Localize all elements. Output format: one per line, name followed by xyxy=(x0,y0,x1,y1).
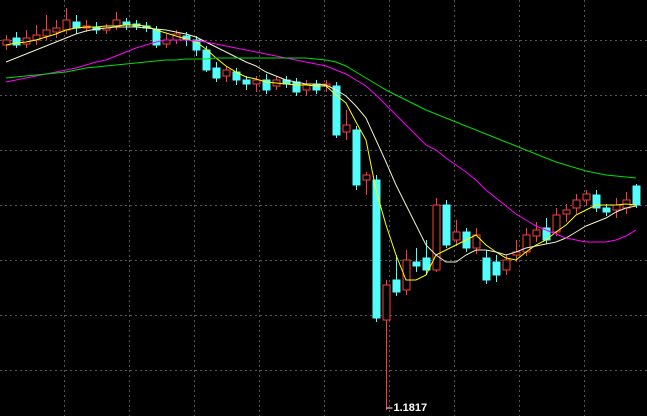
candle-body xyxy=(572,199,581,209)
candle-body xyxy=(582,193,591,201)
candle-body xyxy=(72,21,81,29)
candle-body xyxy=(332,85,341,136)
candle-body xyxy=(412,261,421,267)
candle-body xyxy=(42,29,51,37)
candle-body xyxy=(562,209,571,215)
candle-body xyxy=(212,67,221,79)
candle-body xyxy=(292,81,301,93)
candle-body xyxy=(602,207,611,213)
candle-body xyxy=(402,259,411,291)
candle-body xyxy=(592,194,601,209)
candle-body xyxy=(312,83,321,91)
vertical-grid xyxy=(64,0,585,416)
candle-body xyxy=(392,279,401,293)
candle-body xyxy=(372,179,381,319)
ma-line xyxy=(5,26,637,263)
candle-body xyxy=(632,185,641,206)
candle-body xyxy=(112,19,121,27)
candle-body xyxy=(62,19,71,31)
candle-body xyxy=(202,49,211,71)
candle-body xyxy=(242,79,251,85)
candle-body xyxy=(502,259,511,271)
candle-body xyxy=(382,284,391,321)
candle-body xyxy=(612,204,621,211)
candle-body xyxy=(262,79,271,91)
candle-body xyxy=(362,174,371,181)
candle-body xyxy=(352,129,361,186)
candle-body xyxy=(342,124,351,133)
low-label: 1.1817 xyxy=(394,402,428,414)
candle-body xyxy=(422,257,431,271)
candle-body xyxy=(452,231,461,241)
candle-body xyxy=(472,234,481,249)
candle-body xyxy=(432,204,441,271)
candle-body xyxy=(252,79,261,85)
candle-body xyxy=(482,257,491,281)
ma-line xyxy=(5,24,637,281)
candle-body xyxy=(222,69,231,77)
candle-body xyxy=(492,261,501,276)
ma-line xyxy=(5,57,637,179)
candle-body xyxy=(442,204,451,246)
candle-body xyxy=(12,37,21,46)
ma-line xyxy=(5,39,637,243)
candle-body xyxy=(52,27,61,33)
candle-body xyxy=(532,229,541,237)
